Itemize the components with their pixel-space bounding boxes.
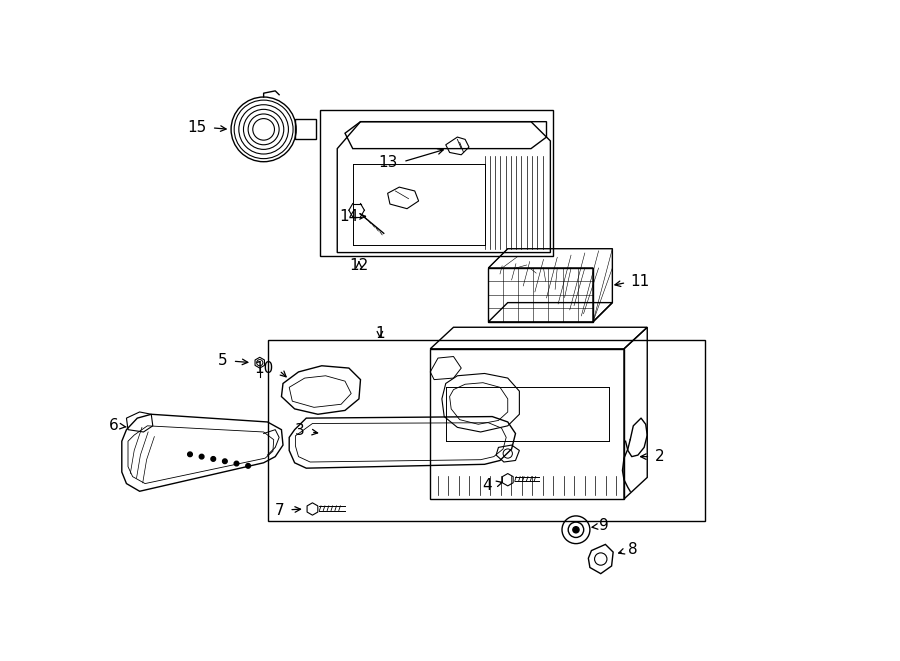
Text: 14: 14 [339,209,359,224]
Circle shape [199,454,204,459]
Circle shape [234,461,238,466]
Text: 7: 7 [274,503,284,518]
Circle shape [246,463,250,468]
Text: 9: 9 [599,518,609,533]
Bar [267,340,706,520]
Circle shape [222,459,227,463]
Bar [320,110,553,256]
Text: 8: 8 [628,541,637,557]
Text: 1: 1 [375,326,384,341]
Circle shape [188,452,193,457]
Text: 11: 11 [630,274,650,289]
Text: 15: 15 [188,120,207,135]
Bar [294,120,316,139]
Text: 5: 5 [218,353,227,368]
Text: 3: 3 [295,423,305,438]
Circle shape [573,527,579,533]
Text: 12: 12 [349,258,369,273]
Text: 10: 10 [255,360,274,375]
Text: 6: 6 [109,418,119,434]
Text: 2: 2 [655,449,664,464]
Text: 13: 13 [378,155,398,170]
Text: 4: 4 [482,478,492,492]
Circle shape [211,457,216,461]
